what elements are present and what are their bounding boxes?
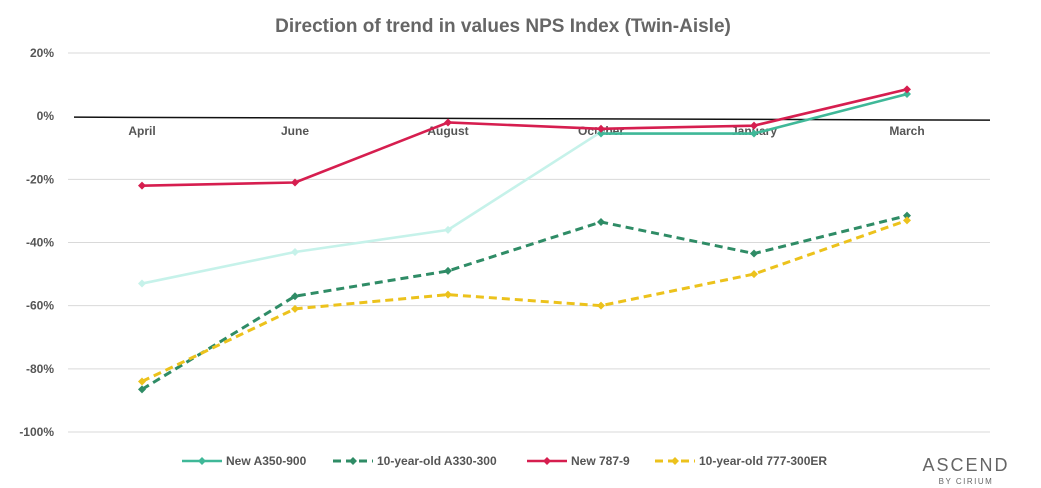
data-point-marker [903,211,911,220]
data-point-marker [444,290,452,299]
data-point-marker [750,270,758,279]
y-axis-ticks: 20% 0% -20% -40% -60% -80% -100% [19,46,54,439]
legend-item: 10-year-old 777-300ER [655,454,827,468]
series-line [141,214,908,391]
data-point-marker [291,304,299,313]
x-tick-label: June [281,124,309,138]
data-point-marker [138,181,146,190]
legend-label: 10-year-old 777-300ER [699,454,827,468]
data-point-marker [291,292,299,301]
data-point-marker [750,249,758,258]
legend-marker [349,457,357,465]
y-tick-label: -20% [26,172,54,186]
y-tick-label: -100% [19,425,54,439]
data-point-marker [597,129,605,138]
x-tick-label: April [128,124,155,138]
data-point-marker [138,279,146,288]
legend-label: New A350-900 [226,454,307,468]
series-line [141,88,908,187]
legend-marker [198,457,206,465]
legend-label: 10-year-old A330-300 [377,454,497,468]
legend-marker [543,457,551,465]
legend-marker [671,457,679,465]
series-group [138,216,911,386]
legend-item: 10-year-old A330-300 [333,454,497,468]
y-tick-label: 20% [30,46,54,60]
data-point-marker [291,247,299,256]
data-point-marker [444,225,452,234]
data-point-marker [597,124,605,133]
legend-item: New A350-900 [182,454,307,468]
series-group [138,211,911,394]
data-point-marker [138,385,146,394]
logo-sub-text: BY CIRIUM [939,477,994,486]
data-point-marker [750,129,758,138]
data-point-marker [750,121,758,130]
logo-main-text: ASCEND [922,455,1009,475]
chart-title: Direction of trend in values NPS Index (… [275,16,731,37]
series-group [597,90,911,138]
data-point-marker [903,90,911,99]
zero-axis-line [73,116,991,121]
legend-label: New 787-9 [571,454,630,468]
legend: New A350-900 10-year-old A330-300 New 787-… [182,454,827,468]
data-point-marker [597,217,605,226]
x-tick-label: March [889,124,924,138]
y-tick-label: -40% [26,236,54,250]
data-point-marker [444,266,452,275]
data-point-marker [444,118,452,127]
grid-lines [68,52,990,433]
data-point-marker [597,301,605,310]
data-point-marker [903,216,911,225]
y-tick-label: 0% [37,109,55,123]
data-point-marker [903,85,911,94]
series-line [141,130,602,285]
legend-item: New 787-9 [527,454,630,468]
y-tick-label: -80% [26,362,54,376]
series-group [138,85,911,190]
series-lines [138,85,911,394]
data-point-marker [291,178,299,187]
data-point-marker [138,377,146,386]
ascend-logo: ASCEND BY CIRIUM [922,455,1009,486]
y-tick-label: -60% [26,299,54,313]
